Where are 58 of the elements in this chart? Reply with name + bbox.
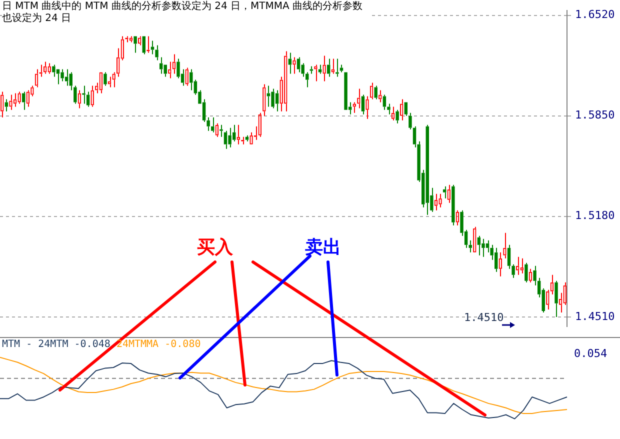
- candlestick: [486, 240, 490, 253]
- candlestick: [82, 85, 86, 104]
- candlestick: [22, 91, 26, 110]
- candlestick: [452, 184, 455, 226]
- candlestick: [426, 124, 430, 216]
- candlestick: [104, 72, 107, 86]
- y-tick-label: 1.5850: [575, 108, 615, 122]
- candlestick: [374, 85, 378, 100]
- chart-title: MTM -: [2, 339, 34, 350]
- candlestick: [340, 64, 344, 73]
- candlestick: [266, 85, 270, 108]
- text: 0.054: [574, 347, 608, 360]
- candlestick: [224, 130, 228, 150]
- text: 24MTM: [38, 339, 68, 350]
- candlestick: [396, 109, 399, 124]
- candlestick: [310, 66, 314, 74]
- candlestick: [60, 68, 64, 82]
- candlestick: [52, 64, 56, 78]
- y-tick-label: 1.5180: [575, 209, 615, 222]
- candlestick: [296, 56, 300, 73]
- text: -0.080: [164, 339, 201, 350]
- candlestick: [404, 102, 408, 116]
- candlestick: [326, 58, 330, 78]
- candlestick: [228, 127, 232, 148]
- candlestick: [64, 68, 68, 86]
- candlestick: [159, 56, 163, 74]
- candlestick: [150, 40, 154, 55]
- chart-title: 日 MTM 曲线中的 MTM 曲线的分析参数设定为 24 日，MTMMA 曲线的分析参数也设定为 24 日: [2, 1, 372, 25]
- candlestick: [288, 52, 292, 74]
- candlestick: [554, 280, 558, 318]
- candlestick: [361, 94, 365, 115]
- candlestick: [387, 103, 390, 115]
- candlestick: [4, 98, 8, 112]
- y-tick-label: 1.6520: [575, 8, 615, 22]
- candlestick: [524, 262, 528, 283]
- candlestick: [318, 64, 322, 74]
- annotation: 卖出: [305, 237, 341, 258]
- candlestick: [336, 58, 339, 78]
- candlestick: [211, 116, 214, 133]
- candlestick: [477, 235, 481, 256]
- candlestick: [275, 90, 279, 112]
- candlestick: [482, 238, 485, 258]
- candlestick: [408, 112, 412, 130]
- annotation: 1.4510: [464, 311, 504, 324]
- candlestick: [382, 94, 386, 110]
- candlestick: [164, 64, 167, 78]
- candlestick: [442, 186, 446, 199]
- candlestick: [155, 44, 158, 61]
- candlestick: [245, 134, 249, 142]
- candlestick: [176, 58, 180, 79]
- candlestick: [142, 36, 146, 55]
- candlestick: [190, 68, 193, 91]
- annotation: 买入: [197, 237, 233, 258]
- text: -0.048: [74, 339, 110, 350]
- candlestick: [220, 124, 223, 138]
- y-tick-label: 1.4510: [575, 310, 615, 323]
- text: 24MTMMA: [116, 339, 159, 350]
- candlestick: [271, 88, 274, 109]
